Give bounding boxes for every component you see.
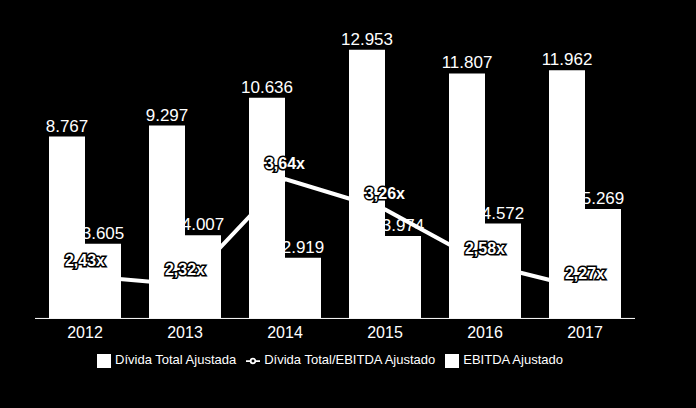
html-text:Dívida Total Ajustada: Dívida Total Ajustada xyxy=(115,352,237,368)
svg-text:11.807: 11.807 xyxy=(442,53,493,72)
svg-text:5.269: 5.269 xyxy=(582,189,625,208)
svg-text:9.297: 9.297 xyxy=(146,106,189,125)
svg-text:2,27x: 2,27x xyxy=(565,265,605,282)
svg-text:2015: 2015 xyxy=(367,324,403,341)
svg-text:11.962: 11.962 xyxy=(542,50,593,69)
svg-text:2017: 2017 xyxy=(567,324,603,341)
svg-text:2016: 2016 xyxy=(467,324,503,341)
svg-text:2,32x: 2,32x xyxy=(165,261,205,278)
svg-text:3.605: 3.605 xyxy=(82,224,125,243)
svg-text:10.636: 10.636 xyxy=(241,78,293,97)
html-text:EBITDA Ajustado: EBITDA Ajustado xyxy=(463,352,563,368)
svg-text:4.007: 4.007 xyxy=(182,215,225,234)
svg-text:2014: 2014 xyxy=(267,324,303,341)
svg-text:3,26x: 3,26x xyxy=(365,185,405,202)
svg-text:4.572: 4.572 xyxy=(482,204,525,223)
svg-text:2.919: 2.919 xyxy=(282,238,325,257)
svg-text:2,58x: 2,58x xyxy=(465,240,505,257)
svg-text:3.974: 3.974 xyxy=(382,216,425,235)
svg-text:2012: 2012 xyxy=(67,324,103,341)
html-text:Dívida Total/EBITDA Ajustado: Dívida Total/EBITDA Ajustado xyxy=(264,352,436,368)
svg-text:2,43x: 2,43x xyxy=(65,252,105,269)
svg-text:12.953: 12.953 xyxy=(341,30,393,49)
svg-text:8.767: 8.767 xyxy=(46,117,89,136)
svg-text:2013: 2013 xyxy=(167,324,203,341)
svg-text:3,64x: 3,64x xyxy=(265,155,305,172)
